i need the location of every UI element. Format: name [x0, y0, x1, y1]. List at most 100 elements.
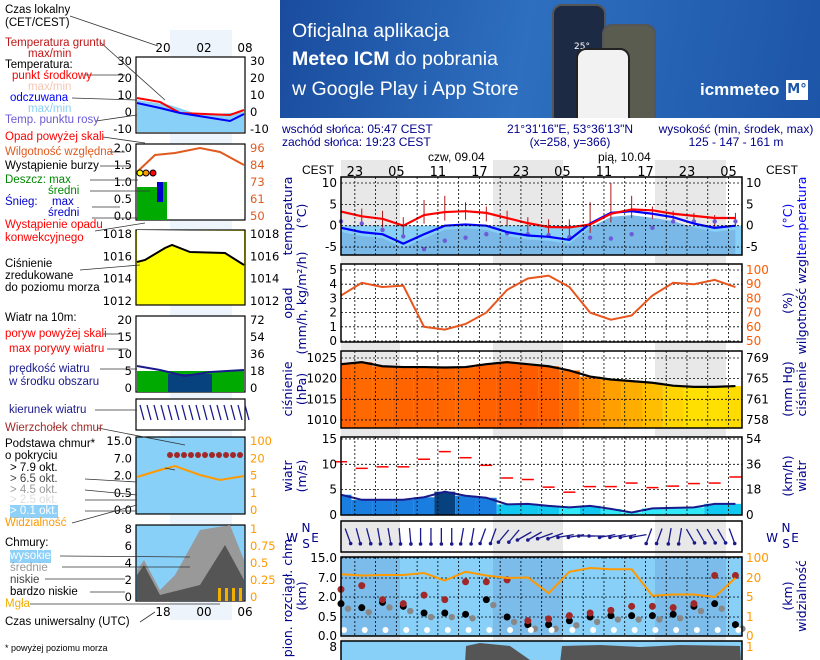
tick-label: 1010: [306, 413, 337, 427]
legend-footnote: * powyżej poziomu morza: [5, 643, 108, 653]
cloud-base-dot: [344, 605, 352, 612]
legend-wind-arrow: [188, 404, 194, 421]
legend-tick-label: 5: [125, 364, 132, 378]
cloud-base-dot: [569, 627, 576, 633]
tick-label: 10: [746, 176, 761, 190]
wind-arrow-head: [566, 535, 571, 540]
axis-title: (km): [780, 581, 795, 610]
tick-label: 1015: [306, 392, 337, 406]
legend-cloud-base-2: o pokryciu: [5, 450, 58, 462]
legend-tick-label: 1.0: [114, 175, 132, 189]
legend-tick-label: 4: [125, 556, 132, 570]
wind-arrow-head: [429, 542, 433, 546]
banner-line-2-rest: do pobrania: [389, 48, 498, 70]
wind-arrow: [609, 533, 626, 539]
app-promo-banner[interactable]: Oficjalna aplikacja Meteo ICM do pobrani…: [280, 0, 820, 118]
tick-label: 15.0: [310, 551, 337, 565]
wind-speed-bar: [621, 512, 643, 515]
cloud-top-dot: [711, 572, 719, 579]
wind-arrow-head: [654, 541, 659, 546]
wind-speed-bar: [413, 497, 435, 515]
tick-label: 769: [746, 351, 769, 365]
legend-tick-label: 0.5: [250, 556, 268, 570]
legend-utc-hour: 18: [155, 605, 170, 619]
cloud-base-dot: [462, 610, 470, 618]
legend-cloud-top-dot: [167, 452, 173, 458]
legend-humidity: Wilgotność względna: [5, 146, 114, 158]
tick-label: 18: [746, 483, 761, 497]
legend-storm-dot: [136, 169, 144, 177]
wind-arrow: [344, 528, 352, 544]
legend-tick-label: 1: [250, 522, 257, 536]
legend-fog-bar: [218, 588, 221, 601]
axis-title: (°C): [780, 204, 795, 229]
cloud-top-dot: [524, 617, 532, 625]
cloud-top-dot: [669, 604, 677, 612]
legend-tick-label: 72: [250, 313, 265, 327]
dew-point-dot: [421, 246, 427, 252]
cloud-base-panel: [340, 556, 743, 637]
legend-snow-max: max: [52, 196, 74, 208]
cloud-top-dot: [462, 578, 470, 586]
legend-leader-line: [139, 611, 156, 623]
cloud-base-dot: [610, 627, 617, 633]
wind-panel: [340, 436, 743, 516]
wind-arrow: [645, 528, 653, 544]
tick-label: 10: [322, 176, 337, 190]
tick-label: 100: [746, 263, 769, 277]
cloud-base-dot: [424, 627, 431, 633]
legend-cloud-top-dot: [223, 452, 229, 458]
cloud-top-dot: [441, 596, 449, 604]
legend-clouds-low: niskie: [10, 574, 40, 586]
legend-ground-temp: Temperatura gruntu: [5, 37, 106, 49]
wind-arrow-head: [368, 541, 373, 546]
legend-clouds-low-area: [137, 545, 244, 601]
legend-tick-label: 36: [250, 347, 265, 361]
legend-felt-line: [136, 102, 245, 123]
pressure-bar: [413, 367, 435, 428]
timezone-left: CEST: [302, 163, 335, 177]
pressure-bar: [662, 385, 684, 428]
cloud-base-dot: [365, 609, 372, 616]
legend-tick-label: 1012: [250, 294, 279, 308]
tick-label: 80: [746, 291, 761, 305]
legend-tick-label: 0: [125, 381, 132, 395]
wind-speed-bar: [475, 497, 497, 515]
wind-arrow-head: [644, 541, 649, 546]
pressure-bar: [579, 376, 601, 428]
cloud-base-dot: [631, 627, 638, 633]
pressure-bar: [434, 367, 456, 428]
cloud-top-dot: [420, 591, 428, 599]
axis-title: widzialność: [794, 560, 809, 632]
cloud-base-dot: [669, 610, 677, 618]
legend-tick-label: 1016: [250, 249, 279, 263]
wind-arrow: [460, 528, 465, 544]
dew-point-dot: [359, 221, 364, 226]
legend-fog: Mgła: [5, 598, 30, 610]
wind-speed-line: [340, 490, 736, 514]
wind-speed-bar: [683, 507, 705, 515]
legend-wind-area: [168, 374, 212, 392]
legend-pressure-sky: [137, 230, 244, 265]
wind-arrow: [706, 528, 716, 544]
compass-letter: E: [311, 531, 319, 545]
cloud-top-dot: [731, 572, 739, 579]
wind-arrow: [685, 528, 696, 544]
legend-temp-maxmin: max/min: [28, 81, 72, 93]
compass-letter: S: [302, 537, 310, 551]
grid-position: (x=258, y=366): [529, 135, 611, 149]
cloud-base-dot: [548, 627, 555, 633]
legend-tick-label: 0.0: [114, 503, 132, 517]
legend-cloud-top-dot: [237, 452, 243, 458]
axis-title: (mm/h, kg/m²/h): [294, 252, 309, 355]
wind-arrow-head: [358, 541, 363, 546]
cloud-base-dot: [565, 617, 573, 625]
legend-fog-bar: [239, 588, 242, 601]
tick-label: 60: [746, 320, 761, 334]
tick-label: -5: [325, 240, 337, 254]
tick-label: 50: [746, 334, 761, 348]
axis-title: (m/s): [294, 460, 309, 493]
wind-arrow: [557, 533, 574, 539]
legend-tick-label: 1.5: [114, 158, 132, 172]
wind-speed-bar: [496, 504, 518, 515]
